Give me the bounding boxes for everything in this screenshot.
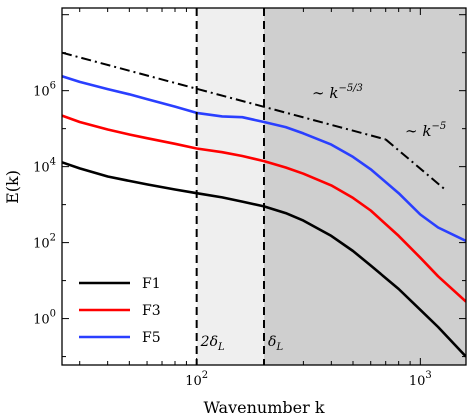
annotations: ∼ k−5/3 ∼ k−5 2δL δL [200, 83, 447, 353]
ticks [62, 8, 466, 365]
y-tick-label: 102 [33, 233, 56, 252]
x-tick-label: 102 [185, 370, 208, 389]
vertical-lines [195, 8, 265, 365]
reference-line-1 [61, 51, 386, 141]
shaded-region-2 [264, 8, 466, 365]
vertical-line-label-2: δL [268, 334, 283, 353]
reference-line-2 [385, 138, 447, 191]
reference-label-2: ∼ k−5 [405, 121, 446, 140]
tick-labels: 102 103 100 102 104 106 [33, 81, 432, 389]
reference-label-1: ∼ k−5/3 [312, 83, 363, 102]
series-line-f3 [62, 114, 466, 303]
legend-label-f5: F5 [142, 330, 161, 346]
y-tick-label: 100 [33, 309, 56, 328]
reference-lines [61, 51, 447, 191]
shaded-regions [196, 8, 466, 365]
vertical-line-label-1: 2δL [200, 334, 225, 353]
shaded-region-1 [196, 8, 264, 365]
y-tick-label: 104 [33, 157, 56, 176]
series-line-f5 [62, 74, 466, 243]
x-axis-title: Wavenumber k [203, 398, 324, 417]
y-axis-title: E(k) [3, 170, 22, 204]
legend: F1 F3 F5 [79, 276, 161, 346]
legend-label-f3: F3 [142, 303, 161, 319]
y-tick-label: 106 [33, 81, 56, 100]
x-tick-label: 103 [409, 370, 432, 389]
legend-label-f1: F1 [142, 276, 161, 292]
